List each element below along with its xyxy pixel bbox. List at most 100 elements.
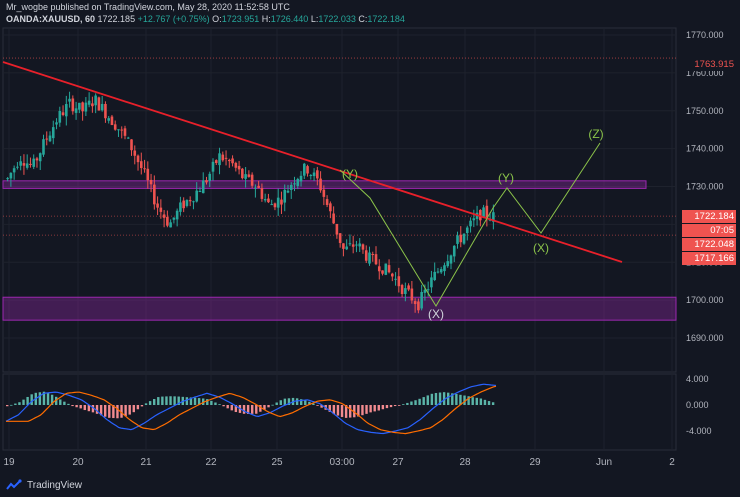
chart-header: Mr_wogbe published on TradingView.com, M… [0,0,740,26]
histogram-bar [275,402,278,405]
candle-body [110,116,114,126]
main-pane [2,27,677,373]
histogram-bar [369,405,372,413]
histogram-bar [479,398,483,405]
histogram-bar [308,401,311,405]
candle-body [9,172,13,179]
candle-body [433,271,436,280]
candle-body [254,187,257,189]
candle-body [185,200,189,206]
candle-body [270,204,273,206]
candle-body [309,175,313,177]
histogram-bar [169,396,172,405]
candle-body [267,198,270,203]
wave-path [339,142,601,307]
histogram-bar [148,401,152,405]
candle-body [94,95,97,106]
tradingview-logo[interactable]: TradingView [6,479,82,491]
candle-body [289,184,293,190]
symbol-label: OANDA:XAUUSD, 60 [6,14,96,24]
time-axis-label: 29 [529,457,541,468]
histogram-bar [136,405,140,410]
histogram-bar [389,405,393,408]
candle-body [342,243,345,249]
candle-body [81,102,84,112]
histogram-bar [287,398,291,405]
candle-body [482,207,485,218]
candle-body [263,199,267,201]
candle-body [465,227,469,233]
candle-body [22,163,26,166]
candle-body [358,243,362,247]
histogram-bar [332,405,336,415]
candle-body [146,168,150,181]
oscillator-axis-label: 4.000 [686,374,709,384]
candle-body [371,254,375,256]
candle-body [316,170,319,179]
candle-body [208,173,212,182]
ohlc-line: OANDA:XAUUSD, 60 1722.185 +12.767 (+0.75… [6,14,405,24]
candle-body [404,288,407,294]
histogram-bar [242,405,246,414]
histogram-bar [87,405,91,412]
histogram-bar [120,405,123,418]
high-value: 1726.440 [270,14,309,24]
time-axis-label: 03:00 [329,457,354,468]
price-axis-label: 1700.000 [686,295,724,305]
histogram-bar [124,405,127,417]
histogram-bar [475,397,478,405]
histogram-bar [59,399,62,405]
histogram-bar [112,405,115,419]
time-axis-label: 22 [205,457,217,468]
publisher-line: Mr_wogbe published on TradingView.com, M… [6,2,290,12]
candle-body [250,174,254,186]
candle-body [302,163,306,176]
histogram-bar [349,405,352,418]
candle-body [42,139,45,155]
histogram-bar [230,405,233,411]
candle-body [413,301,417,305]
candle-body [345,246,348,250]
histogram-bar [140,405,144,407]
histogram-bar [455,394,458,405]
oscillator-axis-label: -4.000 [686,426,712,436]
histogram-bar [95,405,99,414]
candle-body [381,270,384,274]
candle-body [472,218,476,221]
candle-body [338,233,342,243]
candle-body [391,273,394,277]
price-axis-label: 1770.000 [686,30,724,40]
histogram-bar [438,392,442,405]
histogram-bar [377,405,380,411]
histogram-bar [38,392,42,405]
macd-histogram [6,391,495,419]
price-tag: 1722.048 [682,238,736,251]
histogram-bar [430,393,434,405]
time-axis-label: 25 [271,457,283,468]
time-axis-label: 27 [392,457,404,468]
histogram-bar [414,400,417,405]
candle-body [182,200,185,209]
wave-label-x-right: (X) [533,241,549,255]
candle-body [459,234,463,243]
histogram-bar [202,398,205,405]
histogram-bar [218,404,221,405]
price-tag: 1717.166 [682,252,736,265]
candle-body [247,174,251,177]
candle-body [113,124,117,130]
histogram-bar [246,405,250,414]
histogram-bar [6,405,9,407]
histogram-bar [434,392,438,405]
histogram-bar [255,405,258,414]
candle-body [241,168,244,179]
histogram-bar [300,399,303,405]
histogram-bar [197,398,201,405]
histogram-bar [361,405,364,416]
candle-body [45,138,49,140]
histogram-bar [42,391,46,405]
histogram-bar [373,405,376,412]
candle-body [273,203,277,208]
histogram-bar [402,404,405,406]
wave-label-y: (Y) [498,171,514,185]
